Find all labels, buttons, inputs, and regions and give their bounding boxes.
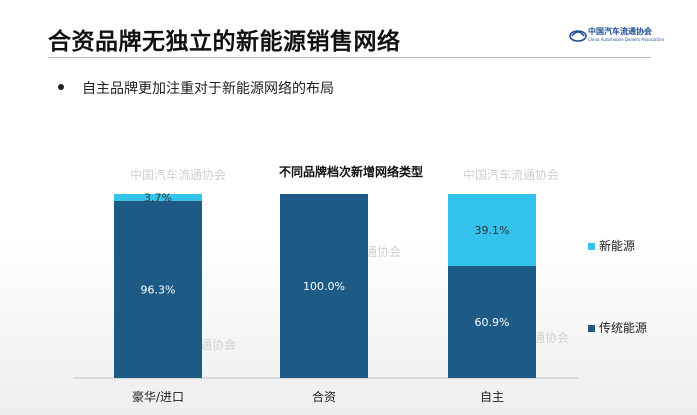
slide-title: 合资品牌无独立的新能源销售网络 [48, 29, 401, 55]
legend-label: 新能源 [599, 238, 635, 253]
legend-swatch [588, 325, 595, 332]
bar-segment [448, 265, 536, 378]
x-tick-label: 自主 [480, 390, 504, 404]
data-label: 39.1% [475, 224, 510, 237]
watermark: 通协会 [200, 338, 237, 352]
title-divider [48, 57, 651, 58]
bullet-dot-icon [58, 84, 64, 90]
bar-segment [114, 200, 202, 378]
data-label: 60.9% [475, 316, 510, 329]
legend-swatch [588, 243, 595, 250]
x-tick-label: 合资 [312, 389, 336, 404]
watermark: 通协会 [365, 245, 402, 259]
bar-segment [280, 194, 368, 378]
bullet-text: 自主品牌更加注重对于新能源网络的布局 [82, 81, 334, 97]
bar-segment [114, 194, 202, 201]
logo-en-text: China Automobile Dealers Association [588, 37, 665, 42]
watermark: 通协会 [533, 331, 570, 345]
logo-cn-text: 中国汽车流通协会 [588, 27, 652, 36]
legend-label: 传统能源 [599, 320, 647, 335]
bar-segment [448, 194, 536, 266]
data-label: 100.0% [303, 280, 345, 293]
data-label: 3.7% [144, 191, 172, 204]
watermark: 中国汽车流通协会 [463, 168, 560, 182]
car-logo-icon [569, 30, 587, 42]
x-tick-label: 豪华/进口 [132, 389, 184, 404]
association-logo: 中国汽车流通协会 China Automobile Dealers Associ… [569, 25, 664, 49]
chart-title: 不同品牌档次新增网络类型 [278, 165, 423, 179]
data-label: 96.3% [141, 283, 176, 296]
bullet-point: 自主品牌更加注重对于新能源网络的布局 [58, 78, 334, 98]
watermark: 中国汽车流通协会 [130, 168, 227, 182]
